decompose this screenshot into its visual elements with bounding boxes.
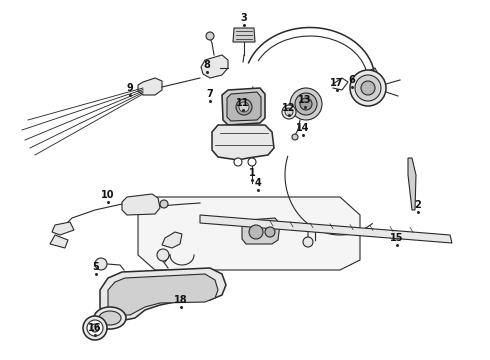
Polygon shape (52, 222, 74, 235)
Text: 8: 8 (203, 60, 210, 70)
Text: 18: 18 (174, 295, 188, 305)
Ellipse shape (94, 307, 126, 329)
Text: 16: 16 (88, 323, 102, 333)
Text: 12: 12 (282, 103, 296, 113)
Polygon shape (201, 55, 228, 78)
Text: 3: 3 (241, 13, 247, 23)
Polygon shape (233, 28, 255, 42)
Text: 4: 4 (255, 178, 261, 188)
Circle shape (303, 237, 313, 247)
Polygon shape (242, 218, 280, 244)
Polygon shape (138, 197, 360, 270)
Polygon shape (227, 92, 261, 121)
Text: 14: 14 (296, 123, 310, 133)
Text: 5: 5 (93, 262, 99, 272)
Circle shape (295, 93, 317, 115)
Polygon shape (222, 88, 265, 125)
Text: 9: 9 (126, 83, 133, 93)
Polygon shape (408, 158, 416, 210)
Text: 11: 11 (236, 98, 250, 108)
Text: 13: 13 (298, 95, 312, 105)
Text: 15: 15 (390, 233, 404, 243)
Text: 10: 10 (101, 190, 115, 200)
Circle shape (282, 105, 296, 119)
Circle shape (239, 102, 249, 112)
Polygon shape (200, 215, 452, 243)
Text: 6: 6 (348, 75, 355, 85)
Polygon shape (108, 274, 218, 315)
Polygon shape (162, 232, 182, 248)
Polygon shape (50, 235, 68, 248)
Circle shape (361, 81, 375, 95)
Circle shape (265, 227, 275, 237)
Circle shape (292, 134, 298, 140)
Text: 1: 1 (248, 168, 255, 178)
Circle shape (300, 98, 312, 110)
Text: 17: 17 (330, 78, 344, 88)
Ellipse shape (99, 311, 121, 325)
Text: 2: 2 (415, 200, 421, 210)
Polygon shape (212, 125, 274, 160)
Circle shape (206, 32, 214, 40)
Circle shape (160, 200, 168, 208)
Circle shape (355, 75, 381, 101)
Circle shape (234, 158, 242, 166)
Circle shape (248, 158, 256, 166)
Polygon shape (122, 194, 160, 215)
Circle shape (95, 258, 107, 270)
Circle shape (157, 249, 169, 261)
Polygon shape (138, 78, 162, 95)
Circle shape (236, 99, 252, 115)
Circle shape (83, 316, 107, 340)
Circle shape (91, 324, 99, 332)
Circle shape (350, 70, 386, 106)
Circle shape (285, 108, 293, 116)
Text: 7: 7 (207, 89, 213, 99)
Circle shape (87, 320, 103, 336)
Circle shape (290, 88, 322, 120)
Polygon shape (100, 268, 226, 320)
Circle shape (249, 225, 263, 239)
